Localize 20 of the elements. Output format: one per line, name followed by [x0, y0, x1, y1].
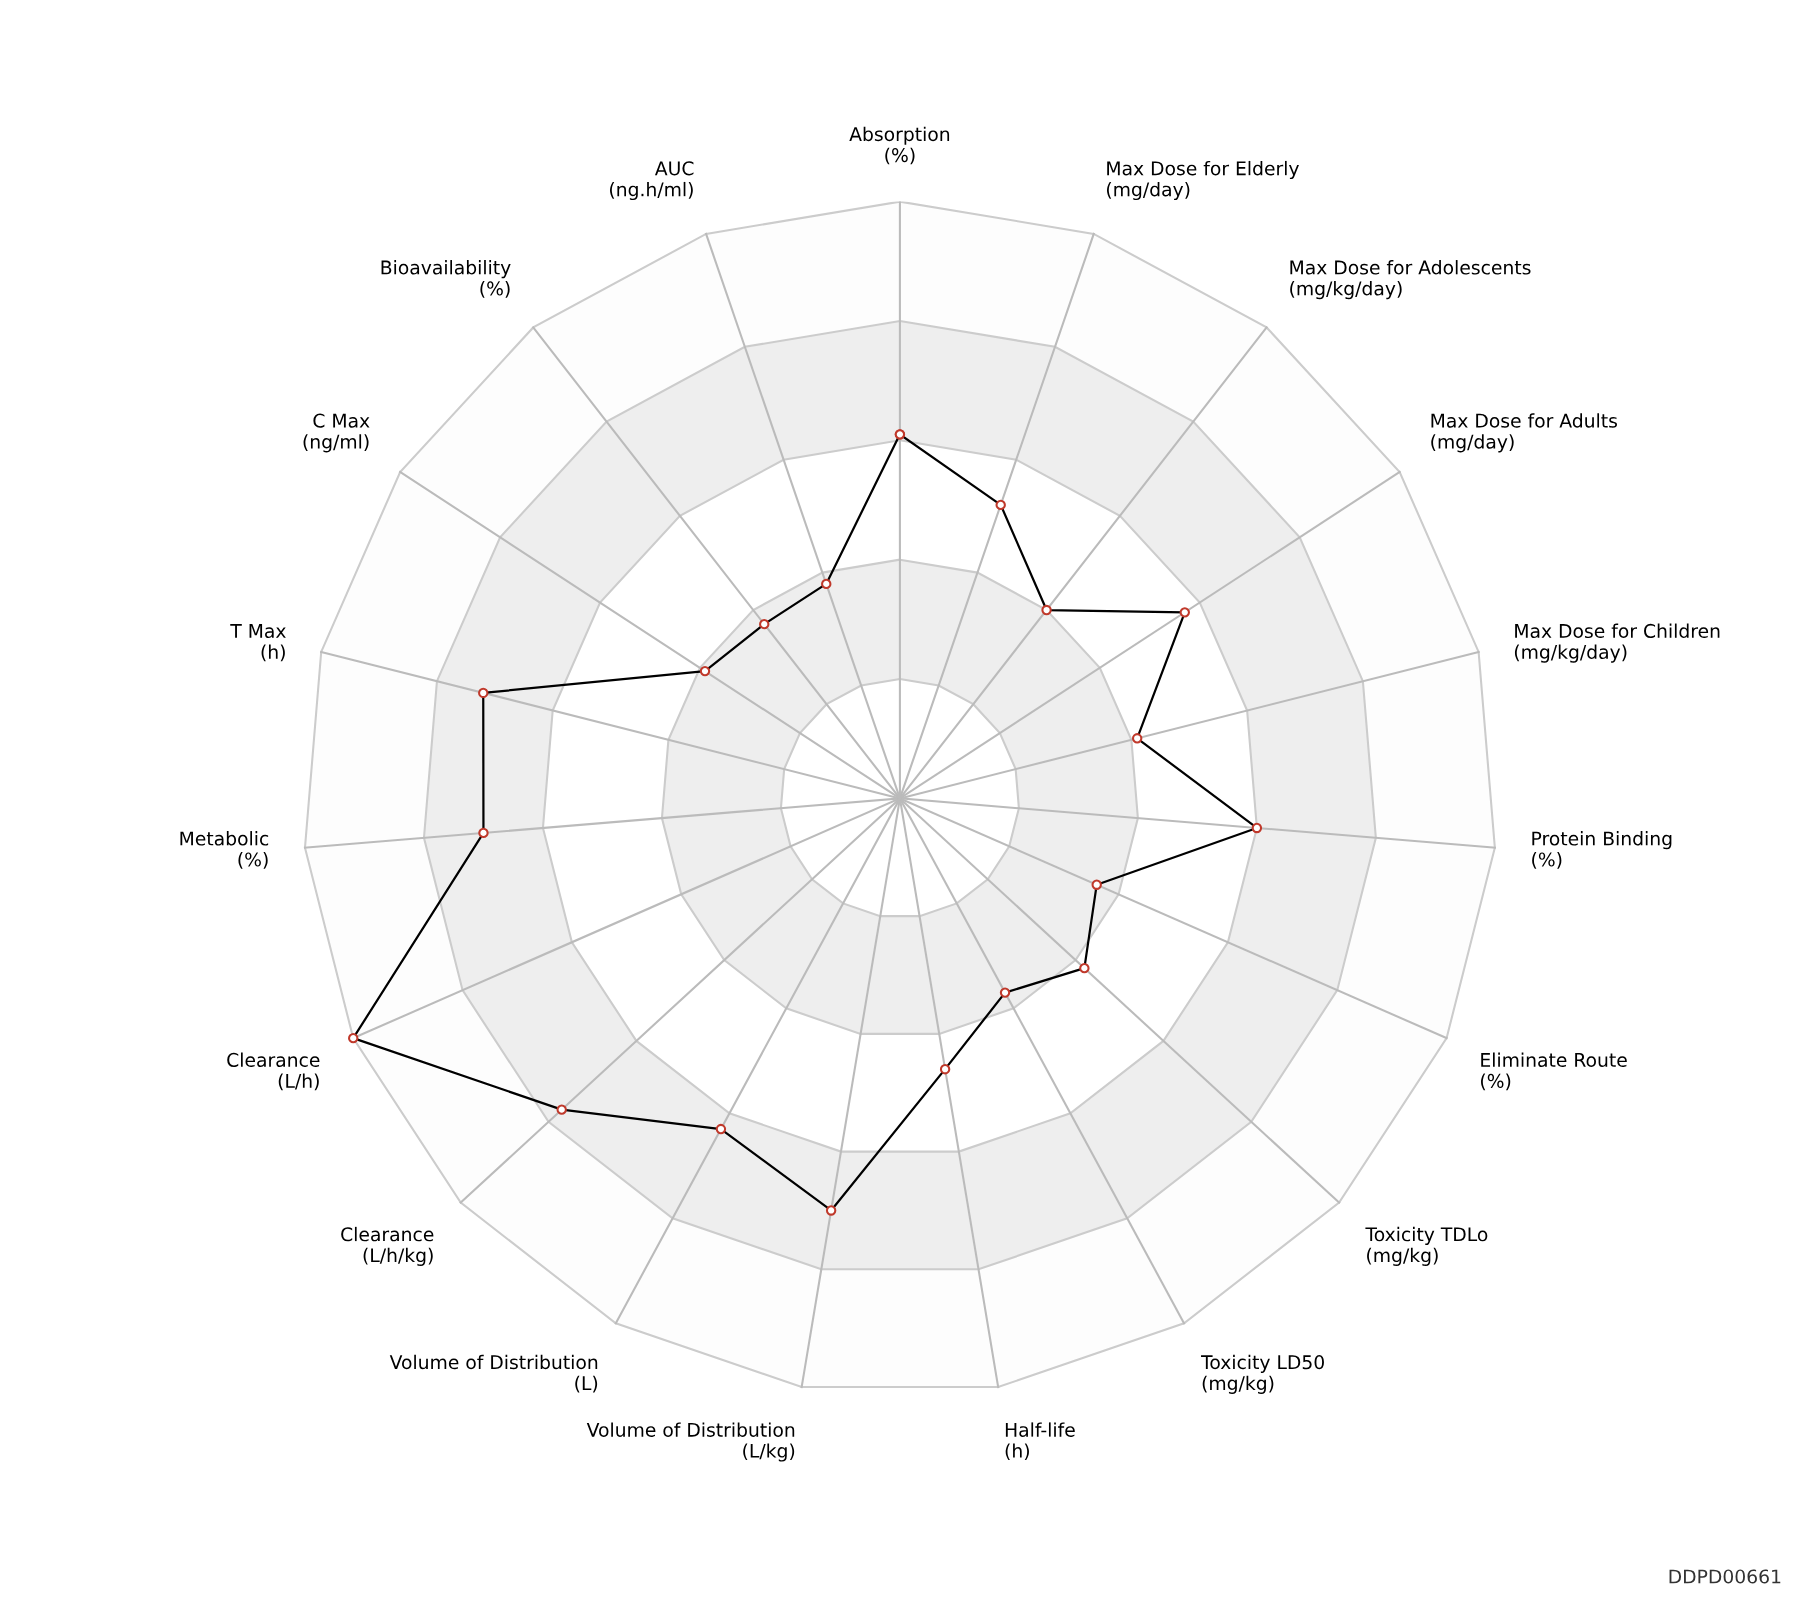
- spoke-label: Toxicity TDLo (mg/kg): [1365, 1226, 1488, 1266]
- spoke-label: Absorption (%): [849, 126, 950, 165]
- spoke-label: AUC (ng.h/ml): [610, 161, 694, 201]
- spoke-label: Max Dose for Adults (mg/day): [1431, 413, 1617, 453]
- spoke-label: C Max (ng/ml): [303, 413, 370, 453]
- spoke-label: Eliminate Route (%): [1481, 1052, 1627, 1091]
- spoke-label: Clearance (L/h): [227, 1052, 320, 1091]
- spoke-label: Protein Binding (%): [1532, 831, 1672, 869]
- spoke-label: Clearance (L/h/kg): [341, 1226, 434, 1266]
- spoke-label: Bioavailability (%): [381, 260, 511, 298]
- spoke-label: Half-life (h): [1005, 1422, 1075, 1461]
- spoke-label: Max Dose for Children (mg/kg/day): [1514, 623, 1720, 663]
- spoke-label: Volume of Distribution (L): [389, 1354, 598, 1393]
- spoke-label: Toxicity LD50 (mg/kg): [1201, 1354, 1324, 1394]
- text: DDPD00661: [1669, 1569, 1781, 1584]
- spoke-label: Metabolic (%): [180, 831, 269, 869]
- spoke-label: T Max (h): [230, 624, 286, 662]
- spoke-label: Max Dose for Adolescents (mg/kg/day): [1290, 260, 1531, 300]
- spoke-label: Max Dose for Elderly (mg/day): [1106, 160, 1299, 201]
- spoke-label: Volume of Distribution (L/kg): [586, 1422, 795, 1462]
